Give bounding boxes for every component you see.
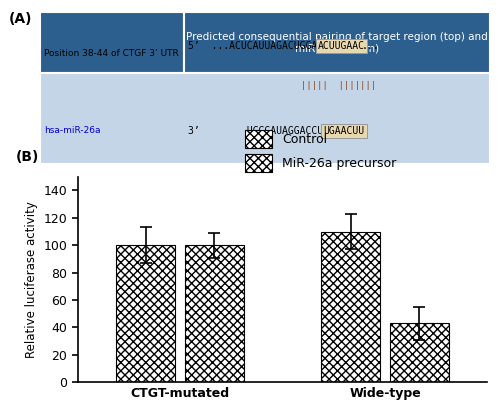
- Text: Position 38-44 of CTGF 3’ UTR: Position 38-44 of CTGF 3’ UTR: [44, 49, 179, 58]
- Text: Predicted consequential pairing of target region (top) and
miRNA (bottom): Predicted consequential pairing of targe…: [186, 32, 488, 53]
- Text: (A): (A): [8, 12, 32, 26]
- FancyBboxPatch shape: [40, 12, 184, 73]
- Text: |||||  |||||||: ||||| |||||||: [188, 81, 376, 90]
- Text: (B): (B): [16, 150, 40, 164]
- FancyBboxPatch shape: [184, 12, 490, 73]
- Legend: Control, MiR-26a precursor: Control, MiR-26a precursor: [240, 125, 402, 177]
- Text: hsa-miR-26a: hsa-miR-26a: [44, 127, 101, 136]
- FancyBboxPatch shape: [40, 73, 490, 164]
- Bar: [184, 245, 244, 382]
- Text: ...: ...: [362, 41, 379, 51]
- Bar: [320, 231, 380, 382]
- Y-axis label: Relative luciferase activity: Relative luciferase activity: [24, 201, 38, 358]
- Text: 3’        UCGGAUAGGACCUAA: 3’ UCGGAUAGGACCUAA: [188, 126, 336, 136]
- Text: UGAACUU: UGAACUU: [324, 126, 364, 136]
- Bar: [390, 323, 450, 382]
- Bar: [116, 245, 176, 382]
- Text: 5’  ...ACUCAUUAGACUGGA--: 5’ ...ACUCAUUAGACUGGA--: [188, 41, 330, 51]
- Text: ACUUGAAC: ACUUGAAC: [318, 41, 365, 51]
